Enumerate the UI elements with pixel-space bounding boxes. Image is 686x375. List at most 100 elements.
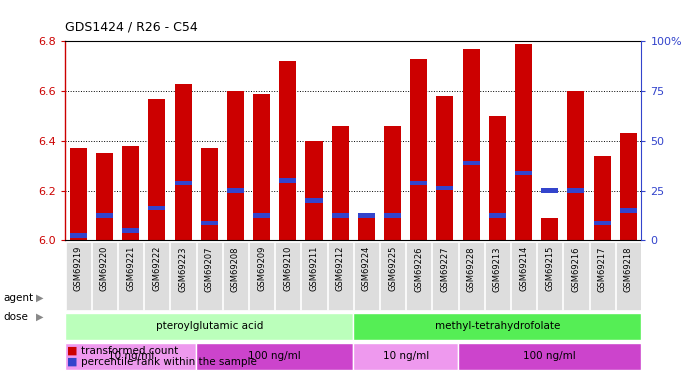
Text: GDS1424 / R26 - C54: GDS1424 / R26 - C54 <box>65 21 198 34</box>
Bar <box>462 161 480 165</box>
Bar <box>436 186 453 190</box>
FancyBboxPatch shape <box>589 242 615 310</box>
Bar <box>567 91 584 240</box>
Text: ■: ■ <box>67 357 77 367</box>
Bar <box>122 228 139 232</box>
FancyBboxPatch shape <box>301 242 327 310</box>
Bar <box>358 213 375 218</box>
Text: GSM69210: GSM69210 <box>283 246 292 291</box>
Bar <box>201 221 217 225</box>
Text: GSM69226: GSM69226 <box>414 246 423 292</box>
FancyBboxPatch shape <box>275 242 300 310</box>
FancyBboxPatch shape <box>537 242 563 310</box>
Text: 10 ng/ml: 10 ng/ml <box>383 351 429 361</box>
Text: ▶: ▶ <box>36 312 43 322</box>
Bar <box>70 148 86 240</box>
Text: GSM69211: GSM69211 <box>309 246 318 291</box>
Text: dose: dose <box>3 312 28 322</box>
Text: GSM69225: GSM69225 <box>388 246 397 291</box>
Bar <box>122 146 139 240</box>
Bar <box>410 58 427 240</box>
Text: ■: ■ <box>67 346 77 355</box>
Text: GSM69212: GSM69212 <box>335 246 344 291</box>
FancyBboxPatch shape <box>249 242 274 310</box>
FancyBboxPatch shape <box>65 343 196 370</box>
FancyBboxPatch shape <box>380 242 405 310</box>
Text: percentile rank within the sample: percentile rank within the sample <box>81 357 257 367</box>
Bar <box>148 99 165 240</box>
Text: GSM69213: GSM69213 <box>493 246 502 292</box>
FancyBboxPatch shape <box>118 242 143 310</box>
Bar <box>227 91 244 240</box>
Bar <box>332 213 348 218</box>
Text: agent: agent <box>3 293 34 303</box>
FancyBboxPatch shape <box>511 242 536 310</box>
FancyBboxPatch shape <box>563 242 589 310</box>
Bar <box>227 188 244 193</box>
FancyBboxPatch shape <box>170 242 196 310</box>
Text: GSM69216: GSM69216 <box>571 246 580 292</box>
FancyBboxPatch shape <box>353 343 458 370</box>
Bar <box>489 116 506 240</box>
Bar <box>253 213 270 218</box>
Bar <box>174 84 191 240</box>
Text: methyl-tetrahydrofolate: methyl-tetrahydrofolate <box>435 321 560 332</box>
FancyBboxPatch shape <box>196 343 353 370</box>
Bar <box>96 153 113 240</box>
Bar <box>174 181 191 185</box>
Bar <box>620 208 637 213</box>
Bar <box>148 206 165 210</box>
Text: GSM69224: GSM69224 <box>362 246 371 291</box>
Text: GSM69217: GSM69217 <box>598 246 606 292</box>
FancyBboxPatch shape <box>432 242 458 310</box>
Text: 100 ng/ml: 100 ng/ml <box>523 351 576 361</box>
Bar <box>593 221 611 225</box>
Text: GSM69221: GSM69221 <box>126 246 135 291</box>
FancyBboxPatch shape <box>144 242 169 310</box>
Bar <box>201 148 217 240</box>
FancyBboxPatch shape <box>353 313 641 340</box>
FancyBboxPatch shape <box>92 242 117 310</box>
Text: transformed count: transformed count <box>81 346 178 355</box>
FancyBboxPatch shape <box>66 242 91 310</box>
Text: 100 ng/ml: 100 ng/ml <box>248 351 301 361</box>
Bar <box>489 213 506 218</box>
Bar <box>96 213 113 218</box>
Bar <box>70 233 86 238</box>
FancyBboxPatch shape <box>485 242 510 310</box>
Text: GSM69220: GSM69220 <box>100 246 109 291</box>
Text: GSM69208: GSM69208 <box>231 246 240 292</box>
Bar <box>462 49 480 240</box>
Bar <box>253 93 270 240</box>
Text: 10 ng/ml: 10 ng/ml <box>108 351 154 361</box>
Text: GSM69227: GSM69227 <box>440 246 449 292</box>
Bar <box>410 181 427 185</box>
Text: pteroylglutamic acid: pteroylglutamic acid <box>156 321 263 332</box>
FancyBboxPatch shape <box>458 343 641 370</box>
Bar <box>279 61 296 240</box>
Bar <box>384 213 401 218</box>
FancyBboxPatch shape <box>65 313 353 340</box>
Text: GSM69228: GSM69228 <box>466 246 475 292</box>
Bar <box>384 126 401 240</box>
Text: GSM69209: GSM69209 <box>257 246 266 291</box>
Bar <box>567 188 584 193</box>
FancyBboxPatch shape <box>197 242 222 310</box>
Text: GSM69223: GSM69223 <box>178 246 187 292</box>
Bar <box>358 216 375 240</box>
Text: GSM69207: GSM69207 <box>204 246 214 292</box>
Bar <box>541 218 558 240</box>
FancyBboxPatch shape <box>406 242 431 310</box>
Bar <box>515 171 532 176</box>
FancyBboxPatch shape <box>328 242 353 310</box>
Text: ▶: ▶ <box>36 293 43 303</box>
Bar <box>279 178 296 183</box>
Bar <box>620 134 637 240</box>
Text: GSM69219: GSM69219 <box>74 246 83 291</box>
FancyBboxPatch shape <box>354 242 379 310</box>
FancyBboxPatch shape <box>616 242 641 310</box>
Text: GSM69222: GSM69222 <box>152 246 161 291</box>
FancyBboxPatch shape <box>223 242 248 310</box>
Bar <box>305 141 322 240</box>
Bar <box>436 96 453 240</box>
